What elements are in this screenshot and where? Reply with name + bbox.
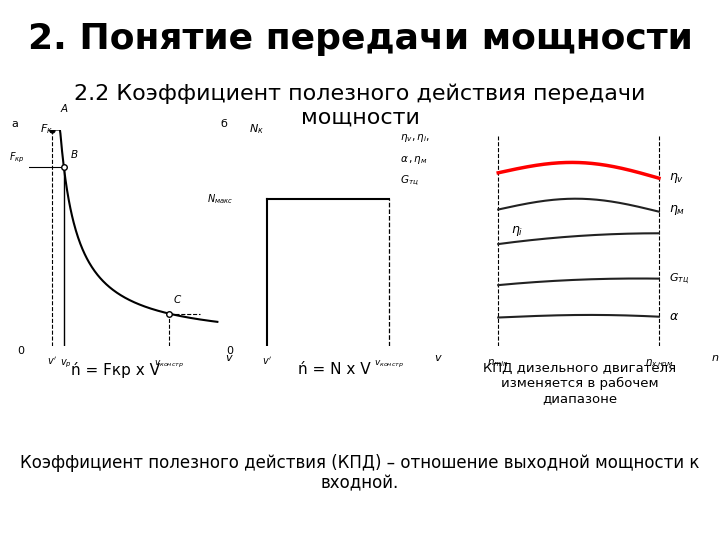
Text: б: б <box>220 119 228 130</box>
Text: $\eta_v$: $\eta_v$ <box>670 171 685 185</box>
Text: $v'$: $v'$ <box>47 355 57 367</box>
Text: $\alpha$: $\alpha$ <box>670 310 680 323</box>
Text: 2. Понятие передачи мощности: 2. Понятие передачи мощности <box>27 22 693 56</box>
Text: Коэффициент полезного действия (КПД) – отношение выходной мощности к
входной.: Коэффициент полезного действия (КПД) – о… <box>20 454 700 492</box>
Text: $v_р$: $v_р$ <box>60 357 71 370</box>
Text: $F_к$: $F_к$ <box>40 122 53 136</box>
Text: $A$: $A$ <box>60 102 69 114</box>
Text: $F_{кр}$: $F_{кр}$ <box>9 150 25 165</box>
Text: $v$: $v$ <box>434 353 443 363</box>
Text: $B$: $B$ <box>70 148 78 160</box>
Text: $\eta_v, \eta_i,$: $\eta_v, \eta_i,$ <box>400 132 430 144</box>
Text: $\eta_м$: $\eta_м$ <box>670 202 685 217</box>
Text: ń = Fкр x V: ń = Fкр x V <box>71 362 160 378</box>
Text: $0$: $0$ <box>225 344 234 356</box>
Text: а: а <box>12 119 19 130</box>
Text: $n$: $n$ <box>711 353 719 363</box>
Text: $G_{тц}$: $G_{тц}$ <box>670 271 689 286</box>
Text: $\alpha\,, \eta_м$: $\alpha\,, \eta_м$ <box>400 154 428 166</box>
Text: $n_{min}$: $n_{min}$ <box>487 357 509 369</box>
Text: 2.2 Коэффициент полезного действия передачи
мощности: 2.2 Коэффициент полезного действия перед… <box>74 84 646 127</box>
Text: $N_к$: $N_к$ <box>249 122 264 136</box>
Text: $n_{x\,ном}$: $n_{x\,ном}$ <box>644 357 673 369</box>
Text: $G_{тц}$: $G_{тц}$ <box>400 174 418 188</box>
Text: КПД дизельного двигателя
изменяется в рабочем
диапазоне: КПД дизельного двигателя изменяется в ра… <box>483 362 676 405</box>
Text: $v_{конcтр}$: $v_{конcтр}$ <box>154 359 184 369</box>
Text: $\eta_i$: $\eta_i$ <box>511 224 523 238</box>
Text: ń = N x V: ń = N x V <box>299 362 371 377</box>
Text: $v$: $v$ <box>225 353 234 363</box>
Text: $N_{макс}$: $N_{макс}$ <box>207 192 234 206</box>
Text: $0$: $0$ <box>17 344 25 356</box>
Text: $C$: $C$ <box>173 293 182 305</box>
Text: $v_{конcтр}$: $v_{конcтр}$ <box>374 359 404 369</box>
Text: $v'$: $v'$ <box>262 355 271 367</box>
